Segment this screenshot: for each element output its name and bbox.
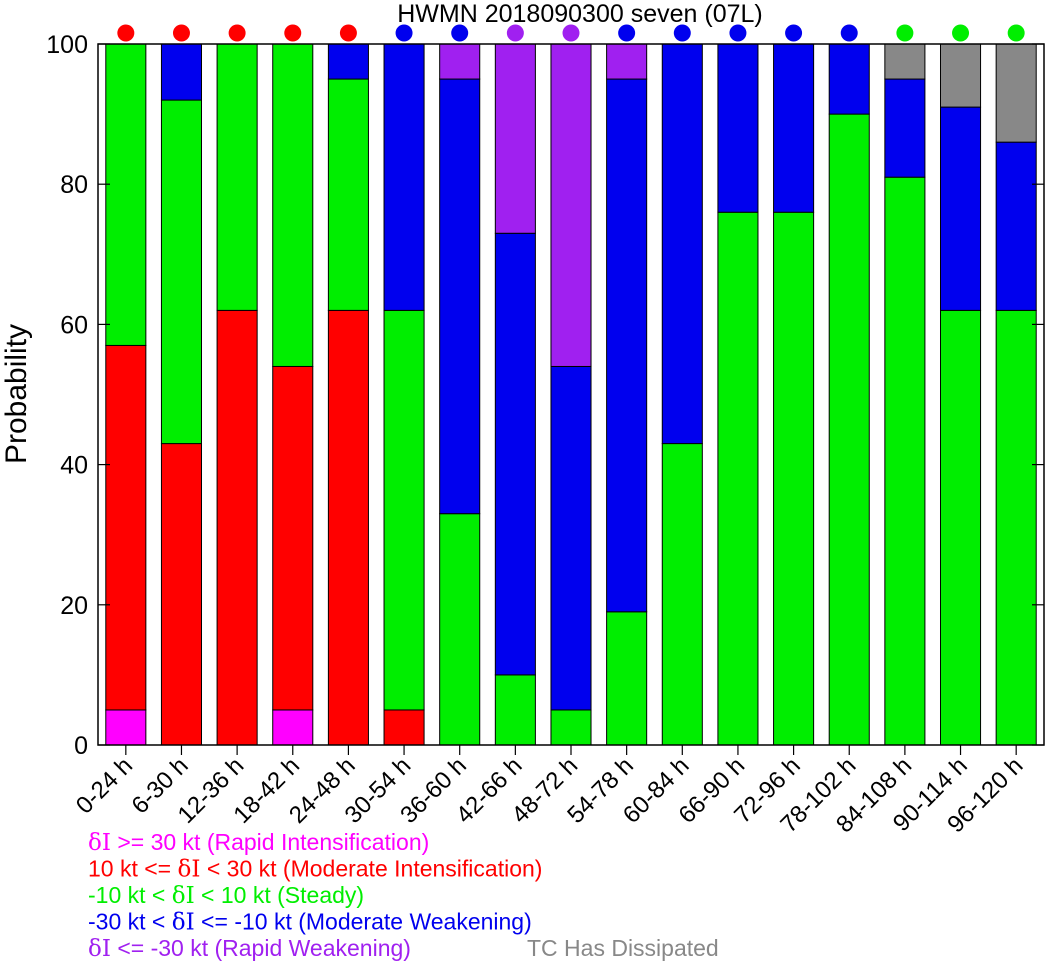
bar-segment-mw-7: [494, 232, 536, 676]
bar-segment-mw-15: [939, 106, 982, 311]
top-marker-2: [228, 24, 246, 42]
legend-prefix-mi: 10 kt <=: [88, 856, 178, 882]
bar-segment-dis-15: [939, 43, 982, 108]
legend-entry-mw: -30 kt < δI <= -10 kt (Moderate Weakenin…: [88, 909, 532, 936]
legend-prefix-st: -10 kt <: [88, 882, 172, 908]
top-marker-15: [952, 24, 970, 42]
top-marker-3: [284, 24, 302, 42]
bar-segment-st-10: [661, 443, 703, 746]
legend-suffix-mi: < 30 kt (Moderate Intensification): [200, 856, 542, 882]
top-marker-9: [618, 24, 636, 42]
top-marker-5: [395, 24, 413, 42]
bar-segment-st-2: [216, 43, 258, 311]
top-marker-0: [117, 24, 135, 42]
legend-suffix-st: < 10 kt (Steady): [195, 882, 364, 908]
bar-segment-mw-8: [550, 365, 592, 711]
top-marker-10: [673, 24, 691, 42]
top-marker-8: [562, 24, 580, 42]
bar-segment-mw-6: [439, 78, 481, 515]
bar-segment-ri-3: [272, 709, 314, 746]
legend-suffix-ri: >= 30 kt (Rapid Intensification): [111, 829, 429, 855]
top-marker-7: [506, 24, 524, 42]
legend-symbol-mi: δI: [178, 857, 201, 883]
top-marker-6: [451, 24, 469, 42]
legend-entry-dis: TC Has Dissipated: [527, 935, 719, 961]
bar-segment-st-3: [272, 43, 314, 367]
top-markers-layer: [117, 24, 1025, 42]
y-tick-label-100: 100: [46, 31, 88, 59]
bar-segment-rw-6: [439, 43, 481, 80]
legend-entry-st: -10 kt < δI < 10 kt (Steady): [88, 882, 364, 909]
bar-segment-mw-1: [160, 43, 203, 101]
legend-symbol-mw: δI: [172, 910, 195, 936]
bar-segment-mi-4: [327, 309, 369, 746]
bars-layer: [105, 43, 1037, 746]
legend-entry-mi: 10 kt <= δI < 30 kt (Moderate Intensific…: [88, 856, 542, 883]
bar-segment-st-6: [439, 513, 481, 746]
bar-segment-st-16: [995, 309, 1037, 746]
bar-segment-rw-7: [494, 43, 536, 234]
bar-segment-st-4: [327, 78, 369, 311]
bar-segment-mw-16: [995, 141, 1037, 311]
y-axis: 0 20 40 60 80 100: [46, 31, 1044, 760]
bar-segment-st-14: [884, 176, 926, 746]
chart-title: HWMN 2018090300 seven (07L): [397, 0, 762, 28]
bar-segment-mw-4: [327, 43, 369, 80]
bar-segment-st-1: [160, 99, 203, 445]
top-marker-1: [172, 24, 190, 42]
y-tick-label-80: 80: [60, 171, 88, 199]
bar-segment-st-9: [606, 611, 648, 746]
bar-segment-mi-5: [383, 709, 425, 746]
bar-segment-mi-2: [216, 309, 258, 746]
bar-segment-st-11: [717, 211, 759, 746]
bar-segment-mw-14: [884, 78, 926, 178]
legend-suffix-mw: <= -10 kt (Moderate Weakening): [195, 909, 532, 935]
legend-prefix-dis: TC Has Dissipated: [527, 935, 719, 961]
bar-segment-mw-12: [773, 43, 815, 213]
bar-segment-mw-13: [828, 43, 870, 115]
bar-segment-st-8: [550, 709, 592, 746]
top-marker-16: [1007, 24, 1025, 42]
legend-entry-ri: δI >= 30 kt (Rapid Intensification): [88, 829, 429, 856]
bar-segment-mw-5: [383, 43, 425, 311]
y-axis-label: Probability: [0, 324, 33, 464]
bar-segment-st-5: [383, 309, 425, 711]
bar-segment-ri-0: [105, 709, 147, 746]
top-marker-11: [729, 24, 747, 42]
top-marker-12: [785, 24, 803, 42]
legend-prefix-mw: -30 kt <: [88, 909, 172, 935]
bar-segment-mi-1: [160, 443, 203, 746]
bar-segment-st-12: [773, 211, 815, 746]
bar-segment-mw-10: [661, 43, 703, 445]
bar-segment-mw-9: [606, 78, 648, 613]
bar-segment-mi-0: [105, 344, 147, 711]
legend-suffix-rw: <= -30 kt (Rapid Weakening): [111, 935, 411, 961]
bar-segment-st-13: [828, 113, 870, 746]
bar-segment-mw-11: [717, 43, 759, 213]
legend-entry-rw: δI <= -30 kt (Rapid Weakening): [88, 935, 411, 962]
x-axis: 0-24 h6-30 h12-36 h18-42 h24-48 h30-54 h…: [71, 745, 1028, 838]
bar-segment-rw-8: [550, 43, 592, 367]
top-marker-13: [840, 24, 858, 42]
legend: δI >= 30 kt (Rapid Intensification)10 kt…: [88, 829, 719, 962]
bar-segment-mi-3: [272, 365, 314, 711]
legend-symbol-st: δI: [172, 883, 195, 909]
y-tick-label-20: 20: [60, 592, 88, 620]
y-tick-label-40: 40: [60, 452, 88, 480]
x-tick-label-0: 0-24 h: [71, 752, 138, 819]
bar-segment-st-15: [939, 309, 982, 746]
bar-segment-rw-9: [606, 43, 648, 80]
y-tick-label-0: 0: [74, 732, 88, 760]
bar-segment-st-7: [494, 674, 536, 746]
top-marker-14: [896, 24, 914, 42]
bar-segment-st-0: [105, 43, 147, 346]
top-marker-4: [339, 24, 357, 42]
legend-symbol-rw: δI: [88, 936, 111, 962]
y-tick-label-60: 60: [60, 311, 88, 339]
legend-symbol-ri: δI: [88, 830, 111, 856]
bar-segment-dis-14: [884, 43, 926, 80]
bar-segment-dis-16: [995, 43, 1037, 143]
